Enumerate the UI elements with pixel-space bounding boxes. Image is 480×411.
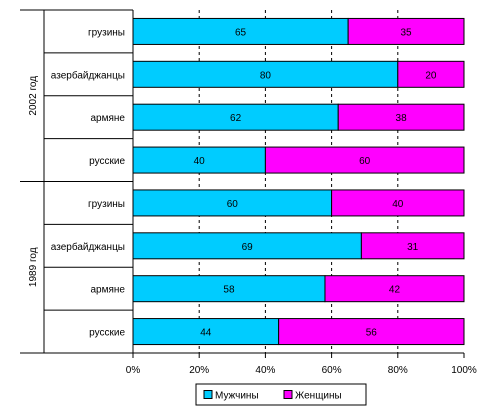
category-label: русские — [89, 328, 125, 339]
legend-swatch — [203, 390, 213, 399]
category-label: азербайджанцы — [51, 69, 125, 81]
data-label: 58 — [223, 285, 235, 296]
group-label: 1989 год — [28, 247, 39, 287]
category-label: армяне — [91, 113, 126, 124]
data-label: 80 — [260, 70, 272, 81]
data-label: 40 — [392, 199, 404, 210]
legend-label: Женщины — [295, 391, 342, 402]
category-label: русские — [89, 156, 125, 167]
bar-women — [278, 318, 465, 346]
bar-women — [264, 146, 465, 174]
data-label: 60 — [359, 156, 371, 167]
legend-swatch — [283, 390, 293, 399]
bar-women — [331, 189, 465, 217]
bar-men — [132, 275, 326, 303]
category-labels: грузины азербайджанцы армяне русские грузины… — [28, 27, 125, 338]
bar-men — [132, 60, 399, 88]
x-tick-label: 20% — [189, 365, 209, 376]
group-label: 2002 год — [28, 76, 39, 116]
bar-women — [347, 17, 465, 45]
bar-men — [132, 17, 349, 45]
data-label: 31 — [407, 242, 419, 253]
bar-women — [324, 275, 465, 303]
plot-frame — [20, 9, 464, 358]
category-label: армяне — [91, 285, 126, 296]
bar-men — [132, 103, 339, 131]
legend: Мужчины Женщины — [195, 383, 367, 406]
bar-women — [360, 232, 465, 260]
category-label: грузины — [88, 27, 125, 38]
data-label: 20 — [425, 70, 437, 81]
data-label: 40 — [194, 156, 206, 167]
data-label: 44 — [200, 328, 212, 339]
data-label: 69 — [242, 242, 254, 253]
category-label: грузины — [88, 199, 125, 210]
data-label: 56 — [366, 328, 378, 339]
data-label: 62 — [230, 113, 242, 124]
data-label: 60 — [227, 199, 239, 210]
x-tick-label: 60% — [322, 365, 342, 376]
legend-label: Мужчины — [215, 391, 259, 402]
data-label: 42 — [389, 285, 401, 296]
x-tick-label: 80% — [388, 365, 408, 376]
bar-women — [337, 103, 465, 131]
data-label: 38 — [396, 113, 408, 124]
bar-women — [397, 60, 465, 88]
x-tick-label: 100% — [451, 365, 477, 376]
x-axis-ticks: 0% 20% 40% 60% 80% 100% — [126, 353, 477, 376]
data-label: 65 — [235, 27, 247, 38]
x-tick-label: 40% — [255, 365, 275, 376]
bar-men — [132, 146, 266, 174]
x-tick-label: 0% — [126, 365, 141, 376]
category-label: азербайджанцы — [51, 241, 125, 253]
legend-box — [195, 383, 367, 406]
bars: 65 35 80 20 62 38 40 60 60 40 69 31 58 42 44 56 — [132, 17, 465, 346]
data-label: 35 — [401, 27, 413, 38]
